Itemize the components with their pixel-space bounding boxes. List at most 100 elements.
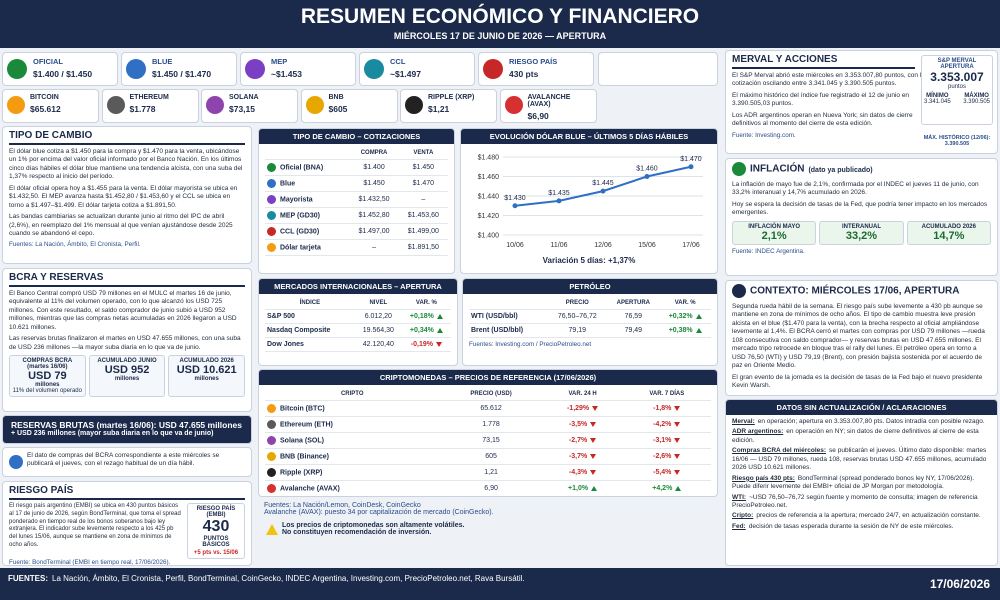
term: Merval: (732, 418, 755, 425)
tile-icon (7, 59, 27, 79)
cell: Ripple (XRP) (265, 464, 440, 481)
list-item: Merval: en operación; apertura en 3.353.0… (732, 418, 991, 426)
cell: BNB (Binance) (265, 448, 440, 465)
data-table: PRECIO APERTURA VAR. % WTI (USD/bbl) 76,50–7… (469, 297, 711, 338)
max: MÁXIMO 3.390.505 (963, 93, 990, 105)
cell-text: -4,2% (653, 421, 672, 428)
footer-label: FUENTES: (8, 574, 48, 583)
stat: COMPRAS BCRA (martes 16/06) USD 79 millone… (9, 355, 86, 398)
cell: 79,49 (607, 323, 660, 338)
cell-text: -5,4% (653, 469, 672, 476)
panel: OFICIAL $1.400 / $1.450 (2, 52, 118, 86)
cell-text: $1.452,80 (358, 212, 390, 219)
cell-text: -1,29% (566, 405, 590, 412)
cell-text: +0,18% (409, 313, 434, 320)
paragraph: El dólar blue cotiza a $1.450 para la co… (9, 148, 243, 181)
cell-text: 605 (485, 453, 497, 460)
stat-value: 2,1% (761, 229, 787, 242)
value-label: $1.445 (592, 180, 614, 187)
cell-text: $1.497,00 (358, 228, 390, 235)
value: 3.341.045 (924, 99, 951, 105)
tile-icon (126, 59, 146, 79)
cell: $1.400 (349, 159, 399, 176)
table-title: DATOS SIN ACTUALIZACIÓN / ACLARACIONES (726, 400, 997, 415)
info-icon (9, 455, 23, 469)
cell: WTI (USD/bbl) (469, 309, 548, 324)
panel: EVOLUCIÓN DÓLAR BLUE – ÚLTIMOS 5 DÍAS HÁ… (460, 128, 718, 274)
row: Ripple (XRP) 1,21 -4,3% -5,4% (265, 464, 711, 481)
cell: Mayorista (265, 191, 350, 208)
source: Fuente: BondTerminal (EMBI en tiempo rea… (9, 559, 171, 566)
panel: MEP ~$1.453 (240, 52, 356, 86)
cell: $1.453,60 (398, 207, 448, 224)
box-label: S&P MERVAL APERTURA (937, 58, 977, 70)
panel: INFLACIÓN (dato ya publicado) La inflación… (725, 158, 998, 276)
cell: 1,21 (439, 464, 543, 481)
text: precios de referencia a la apertura; mer… (756, 512, 981, 520)
point (512, 203, 518, 209)
panel: CRIPTOMONEDAS – PRECIOS DE REFERENCIA (1… (258, 369, 718, 497)
panel (598, 52, 718, 86)
stat-label: ACUMULADO 2026 (179, 358, 234, 365)
cell: +1,0% (542, 480, 623, 496)
source: Avalanche (AVAX): puesto 34 por capitali… (264, 509, 494, 516)
stat-value: USD 10.621 (176, 364, 237, 377)
stat-value: USD 952 (104, 364, 150, 377)
cell: -3,7% (542, 448, 623, 465)
cell: -4,3% (542, 464, 623, 481)
stat-unit: millones (194, 376, 219, 383)
tile-label: BLUE (152, 57, 173, 66)
box-unit: PUNTOS BÁSICOS (202, 536, 230, 548)
cell-text: +0,32% (668, 313, 693, 320)
tile-label: RIESGO PAÍS (509, 57, 558, 66)
tile-value: $1.450 / $1.470 (152, 69, 212, 79)
header-row: COMPRA VENTA (265, 147, 448, 160)
row-icon (267, 468, 276, 477)
cell: +4,2% (622, 480, 711, 496)
box-value: 3.353.007 (930, 70, 984, 84)
cell-text: -4,3% (568, 469, 588, 476)
trend-arrow (590, 437, 597, 443)
term: Cripto: (732, 512, 754, 520)
source: Fuentes: La Nación, Ámbito, El Cronista,… (9, 241, 141, 249)
tile-value: ~$1.497 (390, 69, 421, 79)
header-cell: VAR. 24 H (542, 388, 623, 401)
trend-arrow (674, 437, 681, 443)
cell-text: Bitcoin (BTC) (280, 405, 325, 413)
header-cell: COMPRA (349, 147, 399, 160)
header-cell: CRIPTO (265, 388, 440, 401)
panel: ETHEREUM $1.778 (101, 89, 199, 123)
stat-note: 11% del volumen operado (12, 388, 82, 395)
panel: El dato de compras del BCRA correspondie… (2, 447, 252, 477)
tile-label: MEP (271, 57, 288, 66)
cell: 6,90 (439, 480, 543, 496)
page-subtitle: MIÉRCOLES 17 DE JUNIO DE 2026 — APERTURA (393, 31, 607, 41)
panel: TIPO DE CAMBIO El dólar blue cotiza a $1.… (2, 126, 252, 264)
x-tick-label: 11/06 (551, 242, 568, 249)
term: Riesgo país 430 pts: (732, 474, 795, 482)
trend-arrow (674, 421, 681, 427)
tile-label: ETHEREUM (129, 94, 169, 101)
stat-label: COMPRAS BCRA (martes 16/06) (22, 358, 73, 371)
text: ~USD 76,50–76,72 según fuente y momento … (732, 493, 978, 509)
chart-title: EVOLUCIÓN DÓLAR BLUE – ÚLTIMOS 5 DÍAS HÁ… (461, 129, 717, 144)
cell: 65.612 (439, 400, 543, 417)
box-label: RIESGO PAÍS (EMBI) (196, 506, 236, 518)
cell: $1.432,50 (349, 191, 399, 208)
row: Nasdaq Composite 19.564,30 +0,34% (265, 323, 451, 338)
cell: Blue (265, 175, 350, 192)
header-cell (265, 147, 350, 160)
tile-value: $65.612 (30, 104, 61, 114)
paragraph: El gran evento de la jornada es la decis… (732, 373, 983, 389)
cell-text: -2,6% (653, 453, 672, 460)
term: WTI: (732, 493, 747, 501)
cell-text: +1,0% (568, 485, 589, 492)
row-icon (267, 452, 276, 461)
cell: 6.012,20 (354, 309, 402, 324)
cell-text: S&P 500 (267, 313, 295, 320)
cell: Avalanche (AVAX) (265, 480, 440, 496)
warning-icon (266, 524, 278, 535)
paragraph: El Banco Central compró USD 79 millones … (9, 290, 237, 331)
header-cell: NIVEL (354, 297, 402, 310)
paragraph: Las bandas cambiarias se actualizan dura… (9, 213, 233, 237)
